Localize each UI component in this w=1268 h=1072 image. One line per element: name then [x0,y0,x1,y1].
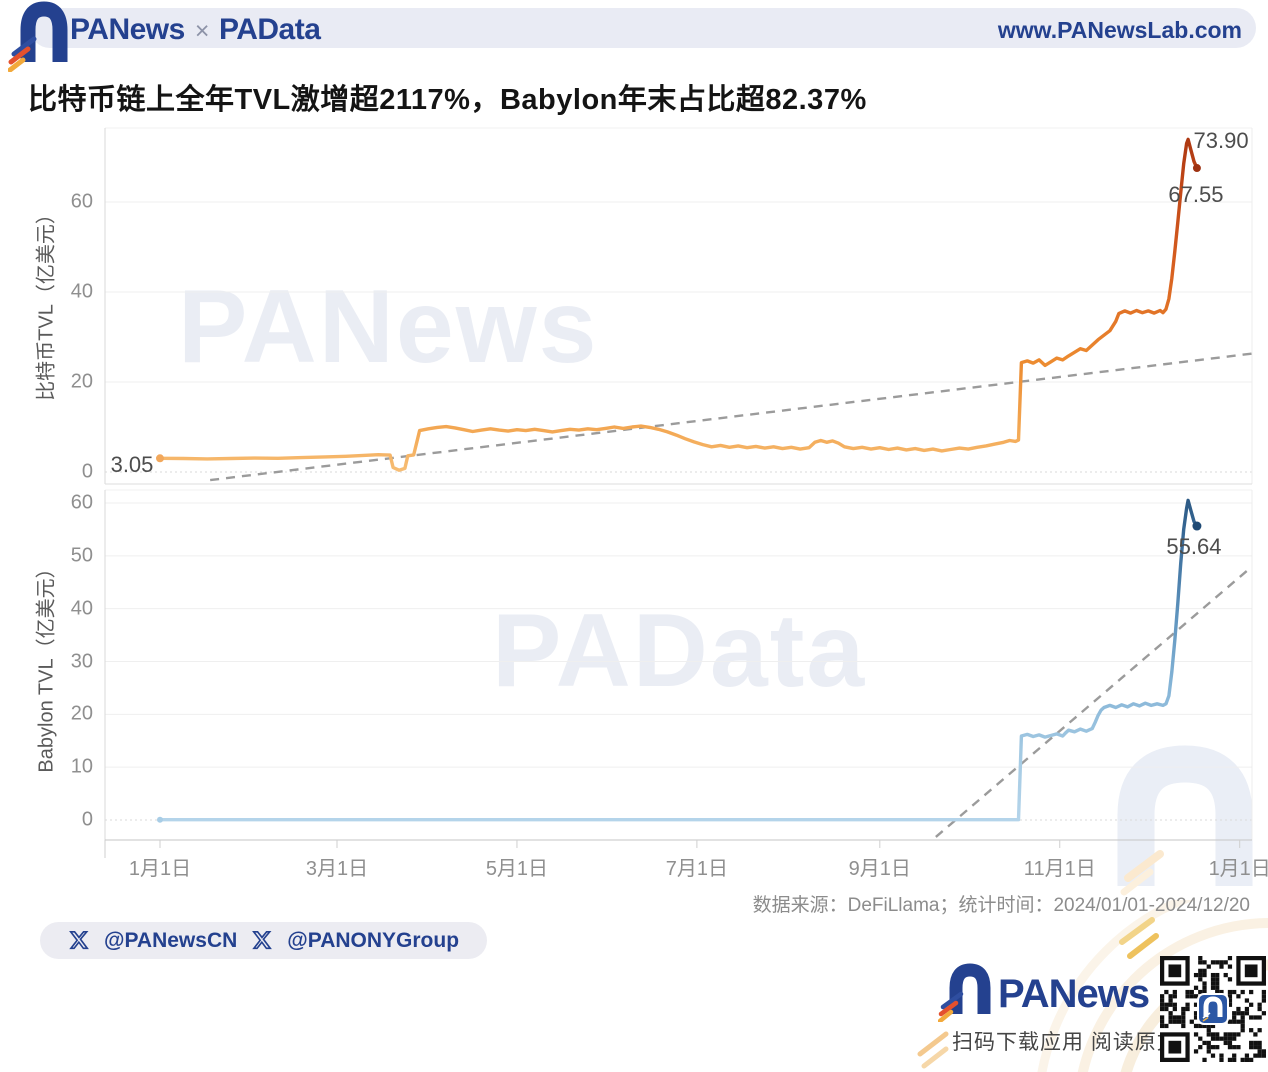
btc-tvl-line [158,137,1199,472]
footer-brand: PANews [998,972,1150,1016]
babylon-trend-line [935,566,1253,838]
website-link[interactable]: www.PANewsLab.com [997,17,1242,43]
btc-data-dot [156,454,164,463]
social-bar: @PANewsCN @PANONYGroup [40,922,488,959]
babylon-y-axis-title: Babylon TVL（亿美元） [35,558,58,773]
brand-separator: × [194,17,210,45]
brand-padata: PAData [218,13,321,46]
decorative-stripes [1119,917,1159,959]
footer-panews-logo [938,963,991,1022]
decorative-stripes-left [917,1031,949,1069]
panews-logo [8,1,68,72]
babylon-tvl-line [158,498,1199,822]
babylon-data-dot [157,816,163,823]
btc-y-axis-title: 比特币TVL（亿美元） [35,204,58,401]
x-twitter-icon [69,930,89,949]
header-brand: PANews × PAData [70,13,321,47]
social-handle-panewscn[interactable]: @PANewsCN [104,928,238,952]
btc-data-dot [1192,164,1201,173]
page-title: 比特币链上全年TVL激增超2117%，Babylon年末占比超82.37% [28,84,867,116]
header-band [30,8,1256,48]
btc-trend-line [210,352,1252,482]
social-handle-panonygroup[interactable]: @PANONYGroup [287,928,460,952]
qr-code [1160,956,1266,1062]
babylon-data-dot [1192,521,1202,531]
x-twitter-icon [252,930,273,949]
brand-panews: PANews [70,13,185,46]
data-source-note: 数据来源：DeFiLlama；统计时间：2024/01/01-2024/12/2… [752,895,1250,916]
footer-caption: 扫码下载应用 阅读原文 [952,1031,1179,1054]
